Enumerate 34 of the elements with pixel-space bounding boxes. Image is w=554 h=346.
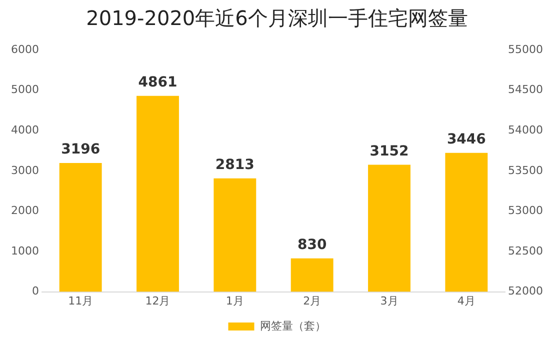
y2-tick-label: 52500 (508, 244, 544, 258)
y-tick-label: 4000 (10, 123, 39, 136)
y2-tick-label: 55000 (508, 42, 544, 56)
legend-label: 网签量（套） (260, 319, 326, 332)
y-tick-label: 1000 (10, 244, 39, 258)
data-label: 830 (297, 236, 327, 253)
y-tick-label: 5000 (10, 83, 39, 96)
bar (290, 258, 334, 292)
data-label: 4861 (138, 74, 178, 91)
chart-title: 2019-2020年近6个月深圳一手住宅网签量 (86, 6, 468, 30)
x-tick-label: 3月 (380, 294, 398, 308)
y-tick-label: 0 (32, 284, 39, 298)
y2-tick-label: 54000 (508, 123, 544, 136)
data-label: 2813 (215, 157, 254, 174)
y2-tick-label: 52000 (508, 284, 544, 298)
y2-tick-label: 54500 (508, 83, 544, 96)
y-tick-label: 6000 (10, 42, 39, 56)
y-tick-label: 2000 (10, 204, 39, 218)
x-tick-label: 1月 (226, 294, 244, 308)
x-tick-label: 2月 (303, 294, 322, 308)
bar (59, 163, 102, 292)
y-tick-label: 3000 (10, 164, 39, 177)
bar (214, 178, 256, 292)
bar (136, 96, 179, 292)
bar (445, 152, 488, 292)
x-tick-label: 12月 (145, 294, 170, 308)
bar (368, 164, 410, 292)
x-tick-label: 11月 (68, 294, 94, 308)
data-label: 3446 (446, 132, 486, 148)
x-tick-label: 4月 (457, 294, 476, 308)
data-label: 3196 (61, 142, 100, 158)
y2-tick-label: 53000 (508, 204, 544, 218)
data-label: 3152 (370, 143, 409, 160)
y2-tick-label: 53500 (508, 164, 544, 177)
